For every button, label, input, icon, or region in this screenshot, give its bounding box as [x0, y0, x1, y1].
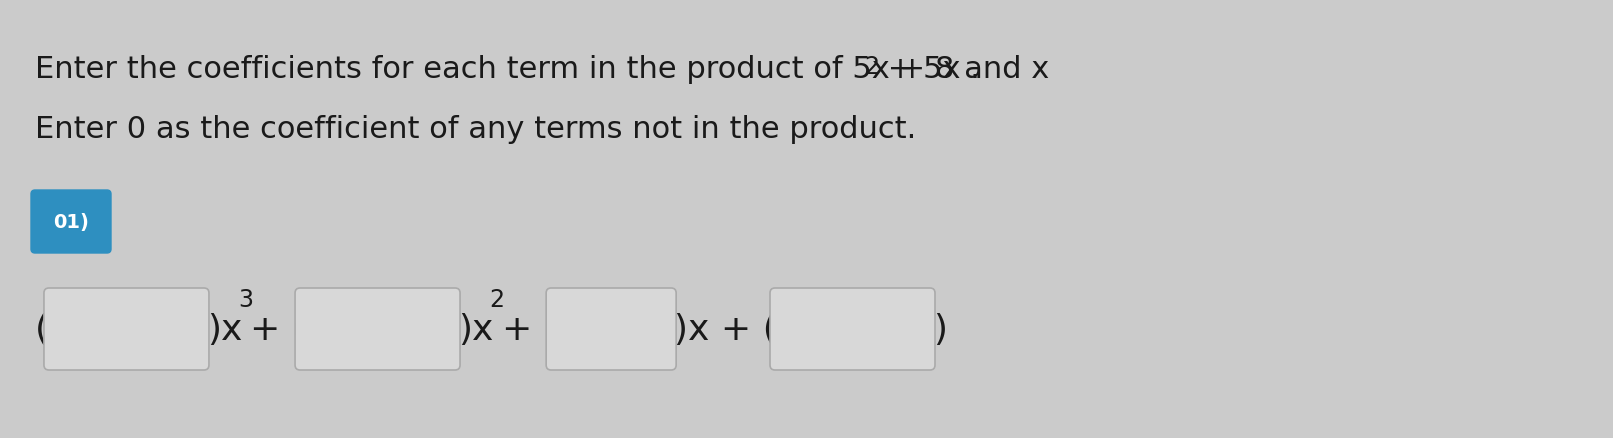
Text: )x: )x [206, 312, 242, 346]
FancyBboxPatch shape [769, 288, 936, 370]
Text: )x + (: )x + ( [674, 312, 777, 346]
Text: + (: + ( [250, 312, 306, 346]
FancyBboxPatch shape [31, 191, 111, 254]
Text: 2: 2 [489, 287, 505, 311]
FancyBboxPatch shape [547, 288, 676, 370]
Text: )x: )x [458, 312, 494, 346]
FancyBboxPatch shape [44, 288, 210, 370]
Text: Enter 0 as the coefficient of any terms not in the product.: Enter 0 as the coefficient of any terms … [35, 115, 916, 144]
Text: 01): 01) [53, 212, 89, 231]
Text: ): ) [932, 312, 947, 346]
Text: Enter the coefficients for each term in the product of 5x + 8 and x: Enter the coefficients for each term in … [35, 55, 1048, 84]
FancyBboxPatch shape [295, 288, 460, 370]
Text: 2: 2 [865, 55, 879, 79]
Text: + 5x .: + 5x . [877, 55, 979, 84]
Text: 3: 3 [239, 287, 253, 311]
Text: + (: + ( [502, 312, 558, 346]
Text: (: ( [35, 312, 48, 346]
